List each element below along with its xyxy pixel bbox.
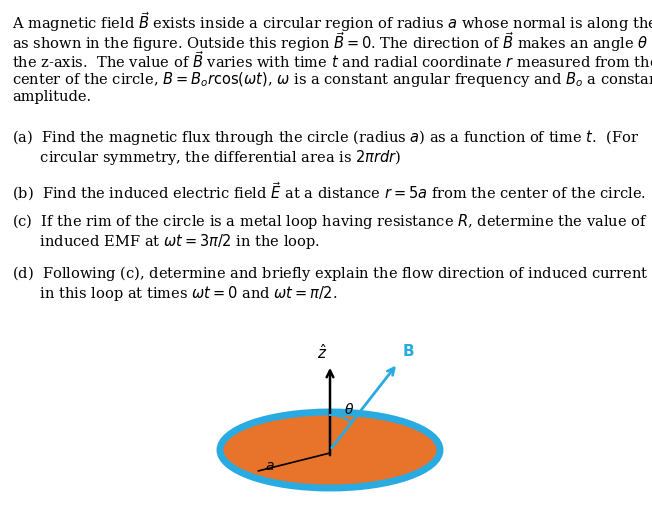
Text: the z-axis.  The value of $\vec{B}$ varies with time $t$ and radial coordinate $: the z-axis. The value of $\vec{B}$ varie…	[12, 50, 652, 71]
Text: as shown in the figure. Outside this region $\vec{B} = 0$. The direction of $\ve: as shown in the figure. Outside this reg…	[12, 30, 652, 54]
Text: circular symmetry, the differential area is $2\pi r dr$): circular symmetry, the differential area…	[12, 148, 402, 167]
Ellipse shape	[220, 412, 440, 488]
Text: (a)  Find the magnetic flux through the circle (radius $a$) as a function of tim: (a) Find the magnetic flux through the c…	[12, 128, 639, 147]
Text: amplitude.: amplitude.	[12, 90, 91, 104]
Text: in this loop at times $\omega t = 0$ and $\omega t = \pi/2$.: in this loop at times $\omega t = 0$ and…	[12, 284, 337, 303]
Text: center of the circle, $B = B_o r\cos(\omega t)$, $\omega$ is a constant angular : center of the circle, $B = B_o r\cos(\om…	[12, 70, 652, 89]
Text: (d)  Following (c), determine and briefly explain the flow direction of induced : (d) Following (c), determine and briefly…	[12, 264, 652, 283]
Text: $a$: $a$	[265, 459, 274, 473]
Text: $\theta$: $\theta$	[344, 402, 354, 417]
Text: induced EMF at $\omega t = 3\pi/2$ in the loop.: induced EMF at $\omega t = 3\pi/2$ in th…	[12, 232, 320, 251]
Text: A magnetic field $\vec{B}$ exists inside a circular region of radius $a$ whose n: A magnetic field $\vec{B}$ exists inside…	[12, 10, 652, 34]
Text: $\mathbf{B}$: $\mathbf{B}$	[402, 344, 414, 359]
Text: $\hat{z}$: $\hat{z}$	[317, 343, 327, 362]
Text: (b)  Find the induced electric field $\vec{E}$ at a distance $r = 5a$ from the c: (b) Find the induced electric field $\ve…	[12, 180, 646, 202]
Text: (c)  If the rim of the circle is a metal loop having resistance $R$, determine t: (c) If the rim of the circle is a metal …	[12, 212, 647, 231]
